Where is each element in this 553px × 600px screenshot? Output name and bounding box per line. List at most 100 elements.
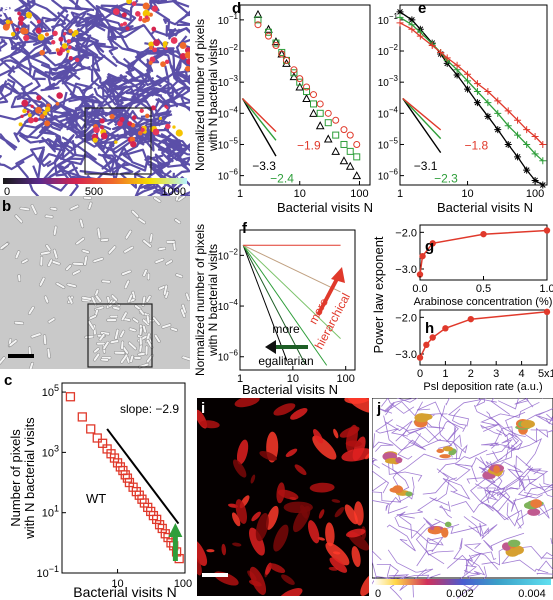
trail (480, 487, 506, 512)
hotspot (100, 132, 108, 140)
bacterium (127, 293, 134, 304)
hotspot (142, 9, 150, 18)
fan-line (242, 244, 328, 366)
hotspot (119, 117, 125, 123)
trail (97, 75, 128, 102)
hotspot (15, 27, 20, 32)
data-point (423, 341, 430, 349)
trail (407, 426, 458, 461)
signal-blob (234, 398, 260, 408)
x-tick-label: 10 (111, 578, 123, 590)
signal-blob (285, 448, 298, 457)
hotspot (150, 105, 156, 111)
hotspot (21, 99, 29, 107)
bacterium (165, 240, 176, 244)
panel-b-micrograph (0, 196, 190, 369)
x-tick-label: 100 (350, 188, 368, 200)
bacterium (185, 292, 190, 302)
bacterium (138, 308, 145, 316)
trail (0, 133, 18, 151)
bacterium (145, 295, 152, 303)
bacterium (124, 279, 130, 289)
bacterium (45, 244, 52, 252)
hotspot (68, 55, 73, 61)
data-point (296, 75, 304, 83)
hotspot (39, 49, 46, 56)
signal-blob (250, 474, 256, 484)
bacterium (72, 262, 84, 266)
x-tick-label: 1 (397, 188, 403, 200)
y-tick-label: 10−6 (378, 168, 399, 183)
bacterium (69, 204, 80, 211)
trail (442, 463, 473, 482)
hotspot (66, 39, 71, 44)
hotspot (44, 106, 51, 112)
trail (387, 398, 415, 414)
data-point (543, 308, 551, 316)
hotspot (37, 33, 45, 41)
bacterium (124, 229, 133, 240)
bacterium (112, 305, 121, 311)
bacterium (102, 340, 110, 350)
signal-blob (259, 450, 278, 461)
panel-d-label: d (232, 0, 242, 17)
series-2 (254, 21, 361, 148)
bacterium (94, 289, 100, 298)
trail (136, 117, 169, 142)
bacterium (83, 255, 88, 266)
trail (79, 155, 164, 176)
bacterium (79, 218, 85, 229)
trail (67, 172, 79, 196)
trail (377, 398, 413, 414)
hotspot (165, 123, 171, 130)
data-point (265, 28, 273, 36)
y-tick-label: 10−1 (218, 12, 239, 27)
data-point (531, 133, 539, 141)
y-tick-label: 10−4 (218, 105, 239, 120)
bacterium (55, 282, 66, 289)
slope-label: −2.3 (434, 172, 458, 186)
hotspot (51, 40, 56, 45)
panel-d-xlabel: Bacterial visits N (276, 200, 374, 215)
data-point (339, 156, 349, 165)
data-point (163, 532, 173, 543)
hotspot (148, 60, 153, 65)
scale-bar (8, 354, 34, 358)
hotspot (55, 101, 60, 106)
signal-blob (249, 566, 267, 595)
trail (93, 42, 119, 56)
hotspot (62, 32, 67, 36)
trail (153, 177, 183, 196)
hotspot (184, 51, 190, 59)
trail (397, 439, 426, 460)
trail (463, 516, 485, 538)
trail (102, 77, 137, 99)
trail (473, 404, 510, 438)
trail (372, 433, 394, 452)
trail (44, 71, 77, 90)
data-point (345, 161, 355, 170)
trail (108, 100, 135, 124)
trail (68, 34, 92, 60)
data-point (310, 100, 318, 108)
trail (491, 444, 516, 465)
hotspot (61, 43, 68, 49)
trail (372, 481, 402, 503)
y-tick-label: −3.0 (395, 264, 417, 276)
trail (525, 485, 553, 498)
hotspot (23, 34, 30, 42)
y-tick-label: 10−4 (378, 105, 399, 120)
trail (381, 453, 460, 474)
bacterium (30, 204, 38, 215)
hierarchical-arrow (316, 276, 340, 316)
bacterium (0, 356, 6, 365)
hotspot (71, 32, 76, 37)
bacterium (27, 305, 35, 315)
slope-label: −3.3 (252, 159, 276, 173)
trail (437, 449, 488, 474)
data-point (254, 16, 262, 24)
trail (514, 398, 534, 408)
bacterium (120, 340, 125, 350)
trail (453, 427, 468, 460)
data-point (271, 37, 281, 46)
